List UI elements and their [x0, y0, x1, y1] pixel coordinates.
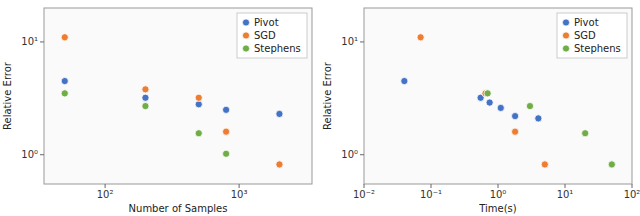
- legend: Pivot SGD Stephens: [557, 13, 627, 58]
- point: [142, 94, 149, 101]
- point: [497, 104, 504, 111]
- legend-marker: [242, 45, 249, 52]
- y-tick: [360, 41, 364, 42]
- point: [61, 77, 68, 84]
- panel: 10² 10³ 10⁰ 10¹ Number of Samples Relative Er…: [2, 8, 312, 214]
- x-tick: [239, 184, 240, 188]
- point: [142, 86, 149, 93]
- legend-label: Stephens: [574, 43, 621, 54]
- point: [223, 106, 230, 113]
- y-axis-label: Relative Error: [2, 61, 13, 130]
- legend-label: Pivot: [574, 17, 599, 28]
- point: [608, 161, 615, 168]
- y-tick-label: 10⁰: [21, 149, 38, 160]
- plot-frame: [364, 8, 632, 184]
- point: [486, 99, 493, 106]
- x-tick-label: 10⁻²: [353, 189, 375, 200]
- point: [401, 77, 408, 84]
- legend-label: SGD: [254, 30, 276, 41]
- legend-marker: [562, 45, 569, 52]
- legend-label: Stephens: [254, 43, 301, 54]
- legend-box: [237, 13, 307, 58]
- x-axis-label: Time(s): [478, 203, 517, 214]
- legend-box: [557, 13, 627, 58]
- x-tick-label: 10¹: [557, 189, 574, 200]
- plot-frame: [44, 8, 312, 184]
- point: [195, 101, 202, 108]
- point: [535, 115, 542, 122]
- legend-marker: [242, 32, 249, 39]
- figure: 10² 10³ 10⁰ 10¹ Number of Samples Relative Er…: [0, 0, 640, 216]
- y-tick: [40, 154, 44, 155]
- point: [223, 150, 230, 157]
- y-tick-label: 10⁰: [341, 149, 358, 160]
- x-tick-label: 10⁰: [490, 189, 507, 200]
- point: [512, 128, 519, 135]
- point: [512, 113, 519, 120]
- point: [541, 161, 548, 168]
- x-tick: [565, 184, 566, 188]
- point: [195, 130, 202, 137]
- y-tick-label: 10¹: [341, 36, 358, 47]
- point: [484, 90, 491, 97]
- x-tick-label: 10²: [624, 189, 640, 200]
- point: [582, 130, 589, 137]
- legend-label: SGD: [574, 30, 596, 41]
- legend-marker: [562, 32, 569, 39]
- y-tick: [360, 154, 364, 155]
- point: [417, 34, 424, 41]
- x-axis-label: Number of Samples: [129, 203, 228, 214]
- x-tick: [105, 184, 106, 188]
- x-tick-label: 10²: [97, 189, 114, 200]
- legend-label: Pivot: [254, 17, 279, 28]
- point: [142, 102, 149, 109]
- point: [276, 161, 283, 168]
- y-tick: [40, 41, 44, 42]
- y-axis-label: Relative Error: [322, 61, 333, 130]
- legend: Pivot SGD Stephens: [237, 13, 307, 58]
- x-tick-label: 10³: [231, 189, 248, 200]
- x-tick: [498, 184, 499, 188]
- x-tick-label: 10⁻¹: [420, 189, 442, 200]
- x-tick: [364, 184, 365, 188]
- legend-marker: [242, 19, 249, 26]
- x-tick: [632, 184, 633, 188]
- point: [276, 110, 283, 117]
- panel: 10⁻² 10⁻¹ 10⁰ 10¹ 10² 10⁰ 10¹ Time(s) Relative E…: [322, 8, 640, 214]
- y-tick-label: 10¹: [21, 36, 38, 47]
- x-tick: [431, 184, 432, 188]
- point: [61, 90, 68, 97]
- point: [195, 94, 202, 101]
- point: [223, 128, 230, 135]
- point: [526, 102, 533, 109]
- point: [61, 34, 68, 41]
- legend-marker: [562, 19, 569, 26]
